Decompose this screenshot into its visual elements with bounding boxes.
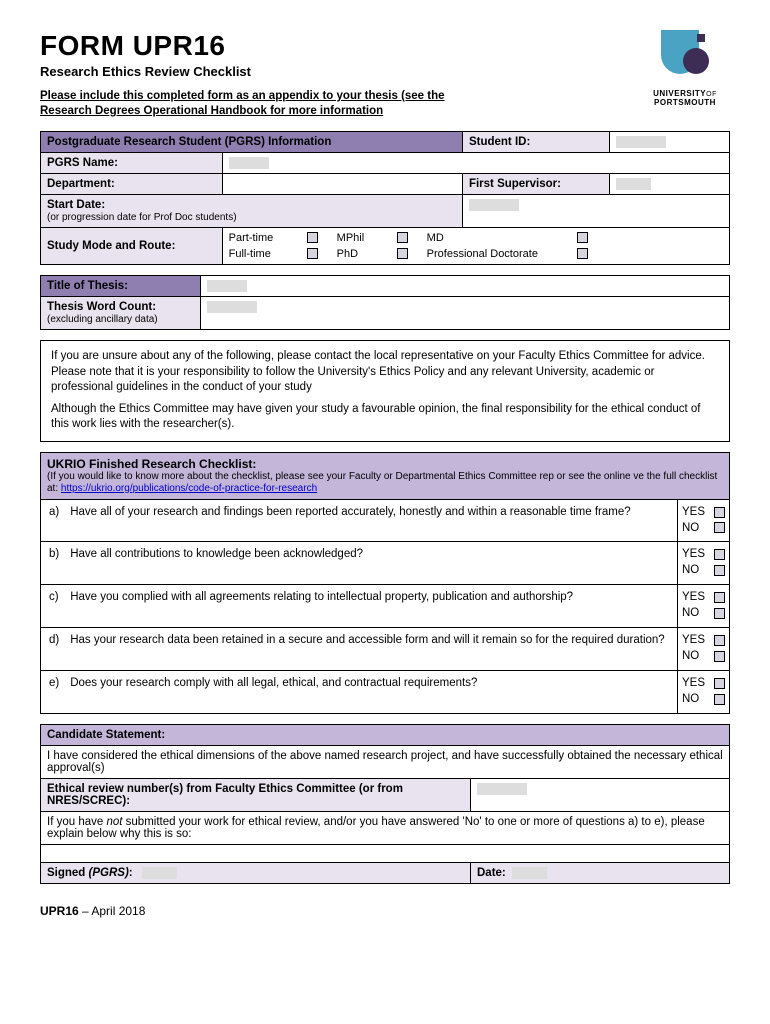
word-count-field[interactable] [201, 297, 730, 330]
route-md-checkbox[interactable] [577, 232, 588, 243]
pgrs-name-field[interactable] [222, 152, 729, 173]
route-phd-checkbox[interactable] [397, 248, 408, 259]
checklist-no-checkbox[interactable] [714, 651, 725, 662]
guidance-p1: If you are unsure about any of the follo… [51, 349, 719, 396]
checklist-no-checkbox[interactable] [714, 608, 725, 619]
checklist-question: b) Have all contributions to knowledge b… [41, 542, 678, 585]
checklist-header: UKRIO Finished Research Checklist: (If y… [40, 452, 730, 499]
checklist-no-checkbox[interactable] [714, 565, 725, 576]
route-md-label: MD [427, 232, 577, 244]
checklist-row: d) Has your research data been retained … [41, 628, 730, 671]
checklist-row: c) Have you complied with all agreements… [41, 585, 730, 628]
checklist-question: d) Has your research data been retained … [41, 628, 678, 671]
checklist-no-checkbox[interactable] [714, 694, 725, 705]
candidate-header: Candidate Statement: [41, 724, 730, 745]
word-count-label: Thesis Word Count: (excluding ancillary … [41, 297, 201, 330]
form-title: FORM UPR16 [40, 30, 640, 62]
ethical-review-label: Ethical review number(s) from Faculty Et… [41, 778, 471, 811]
pgrs-info-header: Postgraduate Research Student (PGRS) Inf… [41, 131, 463, 152]
not-submitted-row: If you have not submitted your work for … [41, 811, 730, 844]
checklist-question: a) Have all of your research and finding… [41, 499, 678, 542]
logo-icon [661, 30, 709, 86]
thesis-title-label: Title of Thesis: [41, 275, 201, 296]
checklist-question: e) Does your research comply with all le… [41, 671, 678, 714]
thesis-title-field[interactable] [201, 275, 730, 296]
study-mode-label: Study Mode and Route: [41, 227, 223, 264]
route-mphil-label: MPhil [337, 232, 397, 244]
header-text: FORM UPR16 Research Ethics Review Checkl… [40, 30, 640, 119]
checklist-question: c) Have you complied with all agreements… [41, 585, 678, 628]
checklist-yes-checkbox[interactable] [714, 678, 725, 689]
header-instruction: Please include this completed form as an… [40, 89, 480, 119]
route-prof-doc-label: Professional Doctorate [427, 248, 577, 260]
checklist-yes-checkbox[interactable] [714, 549, 725, 560]
route-full-time-checkbox[interactable] [307, 248, 318, 259]
study-mode-options: Part-time MPhil MD Full-time PhD Profess… [222, 227, 729, 264]
checklist-yes-checkbox[interactable] [714, 635, 725, 646]
page-header: FORM UPR16 Research Ethics Review Checkl… [40, 30, 730, 119]
department-field[interactable] [222, 173, 462, 194]
route-part-time-label: Part-time [229, 232, 307, 244]
ethical-review-field[interactable] [471, 778, 730, 811]
signed-field[interactable] [142, 867, 177, 879]
checklist-yn: YESNO [678, 585, 730, 628]
checklist-table: a) Have all of your research and finding… [40, 499, 730, 714]
start-date-field[interactable] [462, 194, 729, 227]
pgrs-info-table: Postgraduate Research Student (PGRS) Inf… [40, 131, 730, 265]
student-id-field[interactable] [609, 131, 729, 152]
thesis-info-table: Title of Thesis: Thesis Word Count: (exc… [40, 275, 730, 330]
signed-label: Signed (PGRS): [41, 862, 471, 883]
logo-text: UNIVERSITYOF PORTSMOUTH [640, 90, 730, 108]
checklist-note: (If you would like to know more about th… [47, 471, 723, 495]
checklist-no-checkbox[interactable] [714, 522, 725, 533]
route-part-time-checkbox[interactable] [307, 232, 318, 243]
checklist-link[interactable]: https://ukrio.org/publications/code-of-p… [61, 483, 317, 494]
university-logo: UNIVERSITYOF PORTSMOUTH [640, 30, 730, 108]
guidance-box: If you are unsure about any of the follo… [40, 340, 730, 442]
department-label: Department: [41, 173, 223, 194]
candidate-body: I have considered the ethical dimensions… [41, 745, 730, 778]
checklist-row: e) Does your research comply with all le… [41, 671, 730, 714]
first-supervisor-label: First Supervisor: [462, 173, 609, 194]
checklist-yn: YESNO [678, 671, 730, 714]
student-id-label: Student ID: [462, 131, 609, 152]
page-footer: UPR16 – April 2018 [40, 904, 730, 918]
checklist-row: a) Have all of your research and finding… [41, 499, 730, 542]
checklist-yn: YESNO [678, 628, 730, 671]
date-cell: Date: [471, 862, 730, 883]
route-prof-doc-checkbox[interactable] [577, 248, 588, 259]
date-field[interactable] [512, 867, 547, 879]
candidate-table: Candidate Statement: I have considered t… [40, 724, 730, 884]
checklist-yn: YESNO [678, 542, 730, 585]
start-date-label: Start Date: (or progression date for Pro… [41, 194, 463, 227]
first-supervisor-field[interactable] [609, 173, 729, 194]
route-mphil-checkbox[interactable] [397, 232, 408, 243]
checklist-title: UKRIO Finished Research Checklist: [47, 457, 723, 471]
checklist-row: b) Have all contributions to knowledge b… [41, 542, 730, 585]
pgrs-name-label: PGRS Name: [41, 152, 223, 173]
guidance-p2: Although the Ethics Committee may have g… [51, 402, 719, 433]
checklist-yn: YESNO [678, 499, 730, 542]
checklist-yes-checkbox[interactable] [714, 507, 725, 518]
form-subtitle: Research Ethics Review Checklist [40, 64, 640, 79]
route-phd-label: PhD [337, 248, 397, 260]
explanation-field[interactable] [41, 844, 730, 862]
route-full-time-label: Full-time [229, 248, 307, 260]
checklist-yes-checkbox[interactable] [714, 592, 725, 603]
